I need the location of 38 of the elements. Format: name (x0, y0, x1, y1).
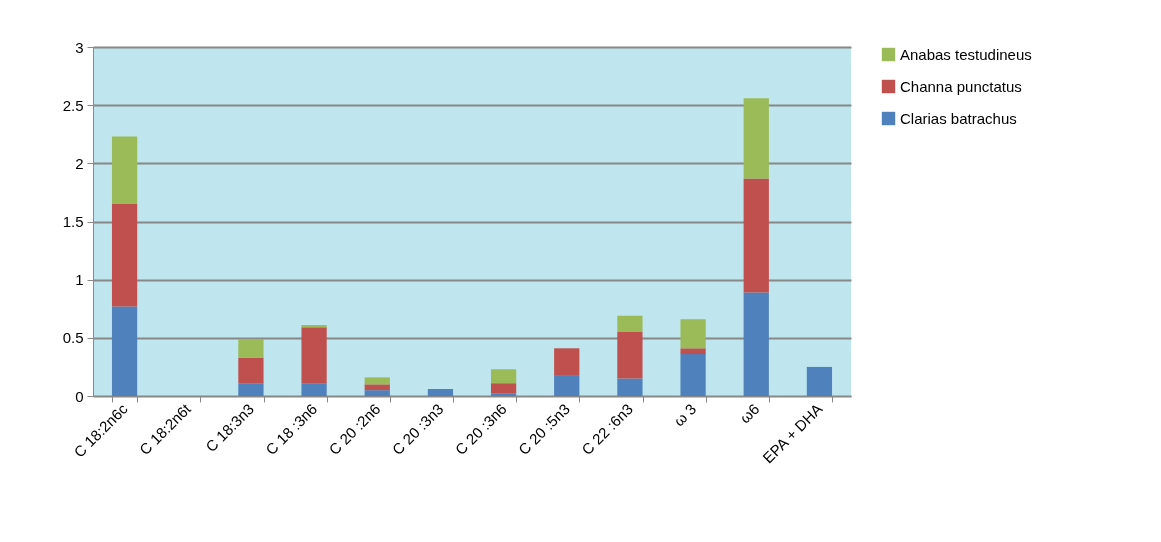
bar (617, 332, 643, 379)
bar (743, 292, 769, 396)
bar (617, 315, 643, 333)
bar (680, 354, 706, 396)
legend-label: Anabas testudineus (900, 45, 1032, 63)
bar (680, 319, 706, 349)
bar (617, 378, 643, 396)
y-tick-label: 0.5 (62, 329, 84, 347)
bar (364, 384, 390, 391)
bar (111, 306, 138, 396)
bar (554, 375, 580, 396)
bar (364, 377, 390, 385)
bar (111, 136, 138, 205)
legend-label: Clarias batrachus (900, 109, 1017, 127)
y-tick-label: 0 (75, 387, 84, 405)
bar (806, 366, 833, 396)
y-tick-label: 1.5 (62, 213, 84, 230)
x-tick-label: ω6 (736, 400, 763, 427)
bar (364, 390, 390, 396)
bar (490, 383, 517, 394)
bar (301, 383, 327, 396)
bar (743, 178, 769, 293)
y-tick-label: 3 (75, 38, 84, 56)
bar (111, 204, 138, 307)
bar (301, 327, 327, 384)
bar (680, 348, 706, 355)
bar (427, 389, 454, 396)
y-tick-label: 2 (75, 154, 84, 172)
bar (238, 357, 264, 384)
bar (743, 98, 769, 179)
y-tick-label: 1 (75, 271, 84, 289)
legend-label: Channa punctatus (900, 77, 1022, 95)
bar (554, 348, 580, 376)
bar (238, 339, 264, 358)
bar (490, 369, 517, 384)
y-tick-label: 2.5 (62, 96, 84, 114)
x-tick-label: ω 3 (670, 400, 700, 430)
bar (238, 383, 264, 396)
